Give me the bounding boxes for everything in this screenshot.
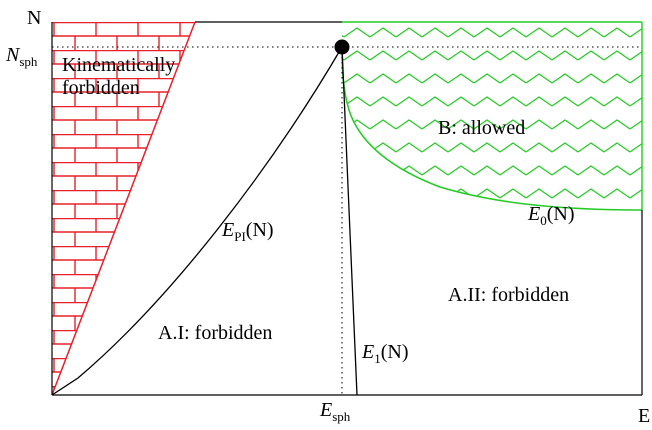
e0-main: E xyxy=(527,203,540,225)
e1-arg: (N) xyxy=(381,341,409,363)
x-axis-label: E xyxy=(638,405,650,427)
e0-label: E0(N) xyxy=(527,203,574,228)
e-sph-main: E xyxy=(319,399,332,421)
e0-sub: 0 xyxy=(540,213,547,228)
forbidden-left-label: A.I: forbidden xyxy=(158,322,272,344)
allowed-region xyxy=(342,22,642,210)
e-pi-main: E xyxy=(221,219,234,241)
n-sph-main: N xyxy=(5,44,21,66)
e-pi-arg: (N) xyxy=(246,219,274,241)
sphaleron-point xyxy=(334,39,350,55)
allowed-label: B: allowed xyxy=(438,117,525,139)
kinematic-boundary-line xyxy=(51,21,196,396)
forbidden-right-label: A.II: forbidden xyxy=(448,284,569,306)
e-pi-curve xyxy=(51,46,343,396)
e0-curve xyxy=(341,44,643,211)
e1-curve xyxy=(341,46,358,396)
e1-sub: 1 xyxy=(374,351,381,366)
e1-main: E xyxy=(361,341,374,363)
e0-arg: (N) xyxy=(547,203,575,225)
n-sph-sub: sph xyxy=(19,54,38,69)
e-pi-label: EPI(N) xyxy=(221,219,274,244)
e-sph-sub: sph xyxy=(332,409,351,424)
e-sph-label: Esph xyxy=(319,399,351,424)
n-sph-label: Nsph xyxy=(5,44,38,69)
y-axis-label: N xyxy=(27,7,41,29)
kinematic-label-line2: forbidden xyxy=(62,77,140,99)
e-pi-sub: PI xyxy=(234,229,246,244)
kinematic-label-line1: Kinematically xyxy=(62,54,175,76)
e1-label: E1(N) xyxy=(361,341,408,366)
